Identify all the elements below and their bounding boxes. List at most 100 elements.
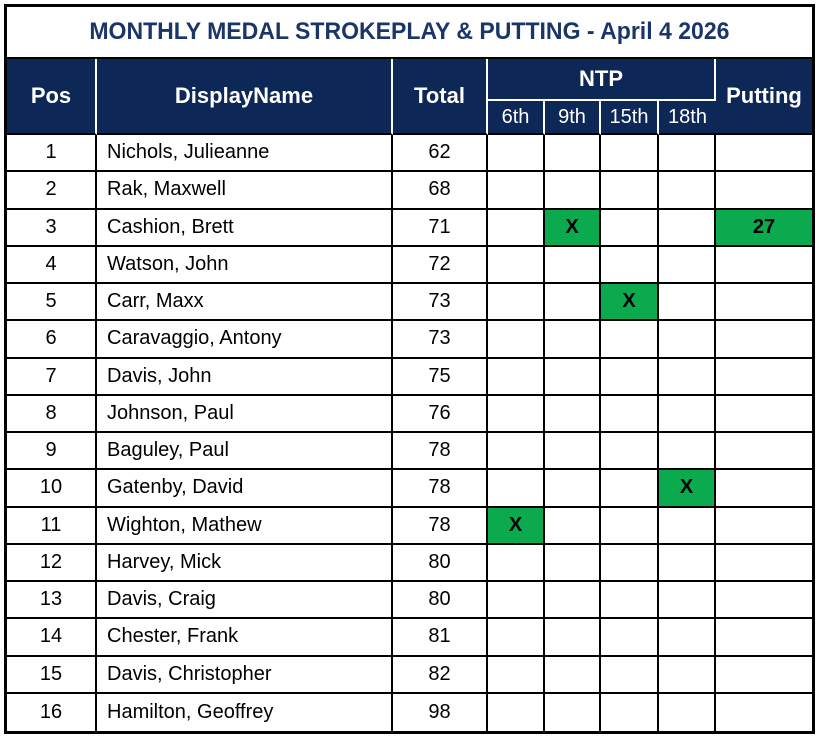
ntp-15th-cell	[601, 656, 659, 694]
ntp-15th-cell	[601, 693, 659, 731]
ntp-18th-cell	[659, 582, 716, 620]
name-cell: Chester, Frank	[97, 619, 393, 657]
ntp-9th-cell	[545, 395, 601, 433]
table-row: 14 Chester, Frank 81	[7, 619, 812, 657]
name-cell: Davis, Christopher	[97, 656, 393, 694]
total-cell: 68	[393, 172, 488, 210]
putting-cell	[716, 656, 812, 694]
total-cell: 80	[393, 582, 488, 620]
ntp-6th-cell	[488, 135, 545, 173]
pos-cell: 8	[7, 395, 97, 433]
ntp-18th-cell	[659, 693, 716, 731]
name-cell: Harvey, Mick	[97, 544, 393, 582]
ntp-15th-cell	[601, 433, 659, 471]
ntp-6th-cell	[488, 209, 545, 247]
ntp-18th-cell	[659, 209, 716, 247]
ntp-6th-cell	[488, 544, 545, 582]
pos-cell: 4	[7, 246, 97, 284]
ntp-9th-cell	[545, 582, 601, 620]
pos-cell: 9	[7, 433, 97, 471]
total-cell: 73	[393, 321, 488, 359]
table-row: 12 Harvey, Mick 80	[7, 544, 812, 582]
ntp-9th-cell	[545, 656, 601, 694]
ntp-15th-cell	[601, 135, 659, 173]
name-cell: Gatenby, David	[97, 470, 393, 508]
col-header-ntp-18th: 18th	[659, 101, 716, 135]
ntp-15th-cell	[601, 507, 659, 545]
total-cell: 78	[393, 470, 488, 508]
table-row: 9 Baguley, Paul 78	[7, 433, 812, 471]
ntp-9th-cell	[545, 470, 601, 508]
total-cell: 76	[393, 395, 488, 433]
putting-cell	[716, 246, 812, 284]
table-row: 4 Watson, John 72	[7, 246, 812, 284]
putting-cell: 27	[716, 209, 812, 247]
pos-cell: 5	[7, 284, 97, 322]
ntp-9th-cell	[545, 544, 601, 582]
results-frame: MONTHLY MEDAL STROKEPLAY & PUTTING - Apr…	[4, 4, 815, 734]
putting-cell	[716, 395, 812, 433]
ntp-6th-cell	[488, 172, 545, 210]
putting-cell	[716, 619, 812, 657]
ntp-18th-cell	[659, 395, 716, 433]
name-cell: Nichols, Julieanne	[97, 135, 393, 173]
table-row: 16 Hamilton, Geoffrey 98	[7, 693, 812, 731]
name-cell: Baguley, Paul	[97, 433, 393, 471]
ntp-6th-cell	[488, 395, 545, 433]
name-cell: Caravaggio, Antony	[97, 321, 393, 359]
table-row: 6 Caravaggio, Antony 73	[7, 321, 812, 359]
total-cell: 80	[393, 544, 488, 582]
ntp-6th-cell	[488, 619, 545, 657]
ntp-6th-cell	[488, 246, 545, 284]
name-cell: Hamilton, Geoffrey	[97, 693, 393, 731]
table-row: 7 Davis, John 75	[7, 358, 812, 396]
ntp-18th-cell	[659, 619, 716, 657]
total-cell: 73	[393, 284, 488, 322]
ntp-15th-cell	[601, 582, 659, 620]
putting-cell	[716, 321, 812, 359]
results-table: Pos DisplayName Total NTP Putting 6th 9t…	[7, 59, 812, 731]
ntp-15th-cell	[601, 395, 659, 433]
ntp-9th-cell	[545, 321, 601, 359]
total-cell: 71	[393, 209, 488, 247]
ntp-9th-cell	[545, 358, 601, 396]
putting-cell	[716, 433, 812, 471]
ntp-9th-cell	[545, 246, 601, 284]
col-header-ntp-15th: 15th	[601, 101, 659, 135]
col-header-ntp: NTP	[488, 59, 716, 101]
ntp-18th-cell	[659, 172, 716, 210]
ntp-6th-cell: X	[488, 507, 545, 545]
ntp-9th-cell	[545, 172, 601, 210]
ntp-18th-cell	[659, 544, 716, 582]
ntp-18th-cell	[659, 433, 716, 471]
ntp-15th-cell	[601, 172, 659, 210]
name-cell: Carr, Maxx	[97, 284, 393, 322]
ntp-6th-cell	[488, 284, 545, 322]
ntp-18th-cell	[659, 507, 716, 545]
ntp-18th-cell	[659, 284, 716, 322]
ntp-9th-cell	[545, 507, 601, 545]
putting-cell	[716, 470, 812, 508]
col-header-displayname: DisplayName	[97, 59, 393, 135]
col-header-ntp-9th: 9th	[545, 101, 601, 135]
ntp-15th-cell	[601, 246, 659, 284]
ntp-9th-cell	[545, 619, 601, 657]
ntp-18th-cell	[659, 358, 716, 396]
ntp-6th-cell	[488, 470, 545, 508]
table-row: 5 Carr, Maxx 73 X	[7, 284, 812, 322]
table-row: 1 Nichols, Julieanne 62	[7, 135, 812, 173]
total-cell: 62	[393, 135, 488, 173]
pos-cell: 11	[7, 507, 97, 545]
putting-cell	[716, 693, 812, 731]
ntp-15th-cell	[601, 619, 659, 657]
pos-cell: 16	[7, 693, 97, 731]
ntp-15th-cell	[601, 470, 659, 508]
ntp-15th-cell	[601, 209, 659, 247]
putting-cell	[716, 544, 812, 582]
putting-cell	[716, 135, 812, 173]
ntp-15th-cell	[601, 358, 659, 396]
total-cell: 98	[393, 693, 488, 731]
ntp-9th-cell	[545, 433, 601, 471]
ntp-15th-cell	[601, 321, 659, 359]
